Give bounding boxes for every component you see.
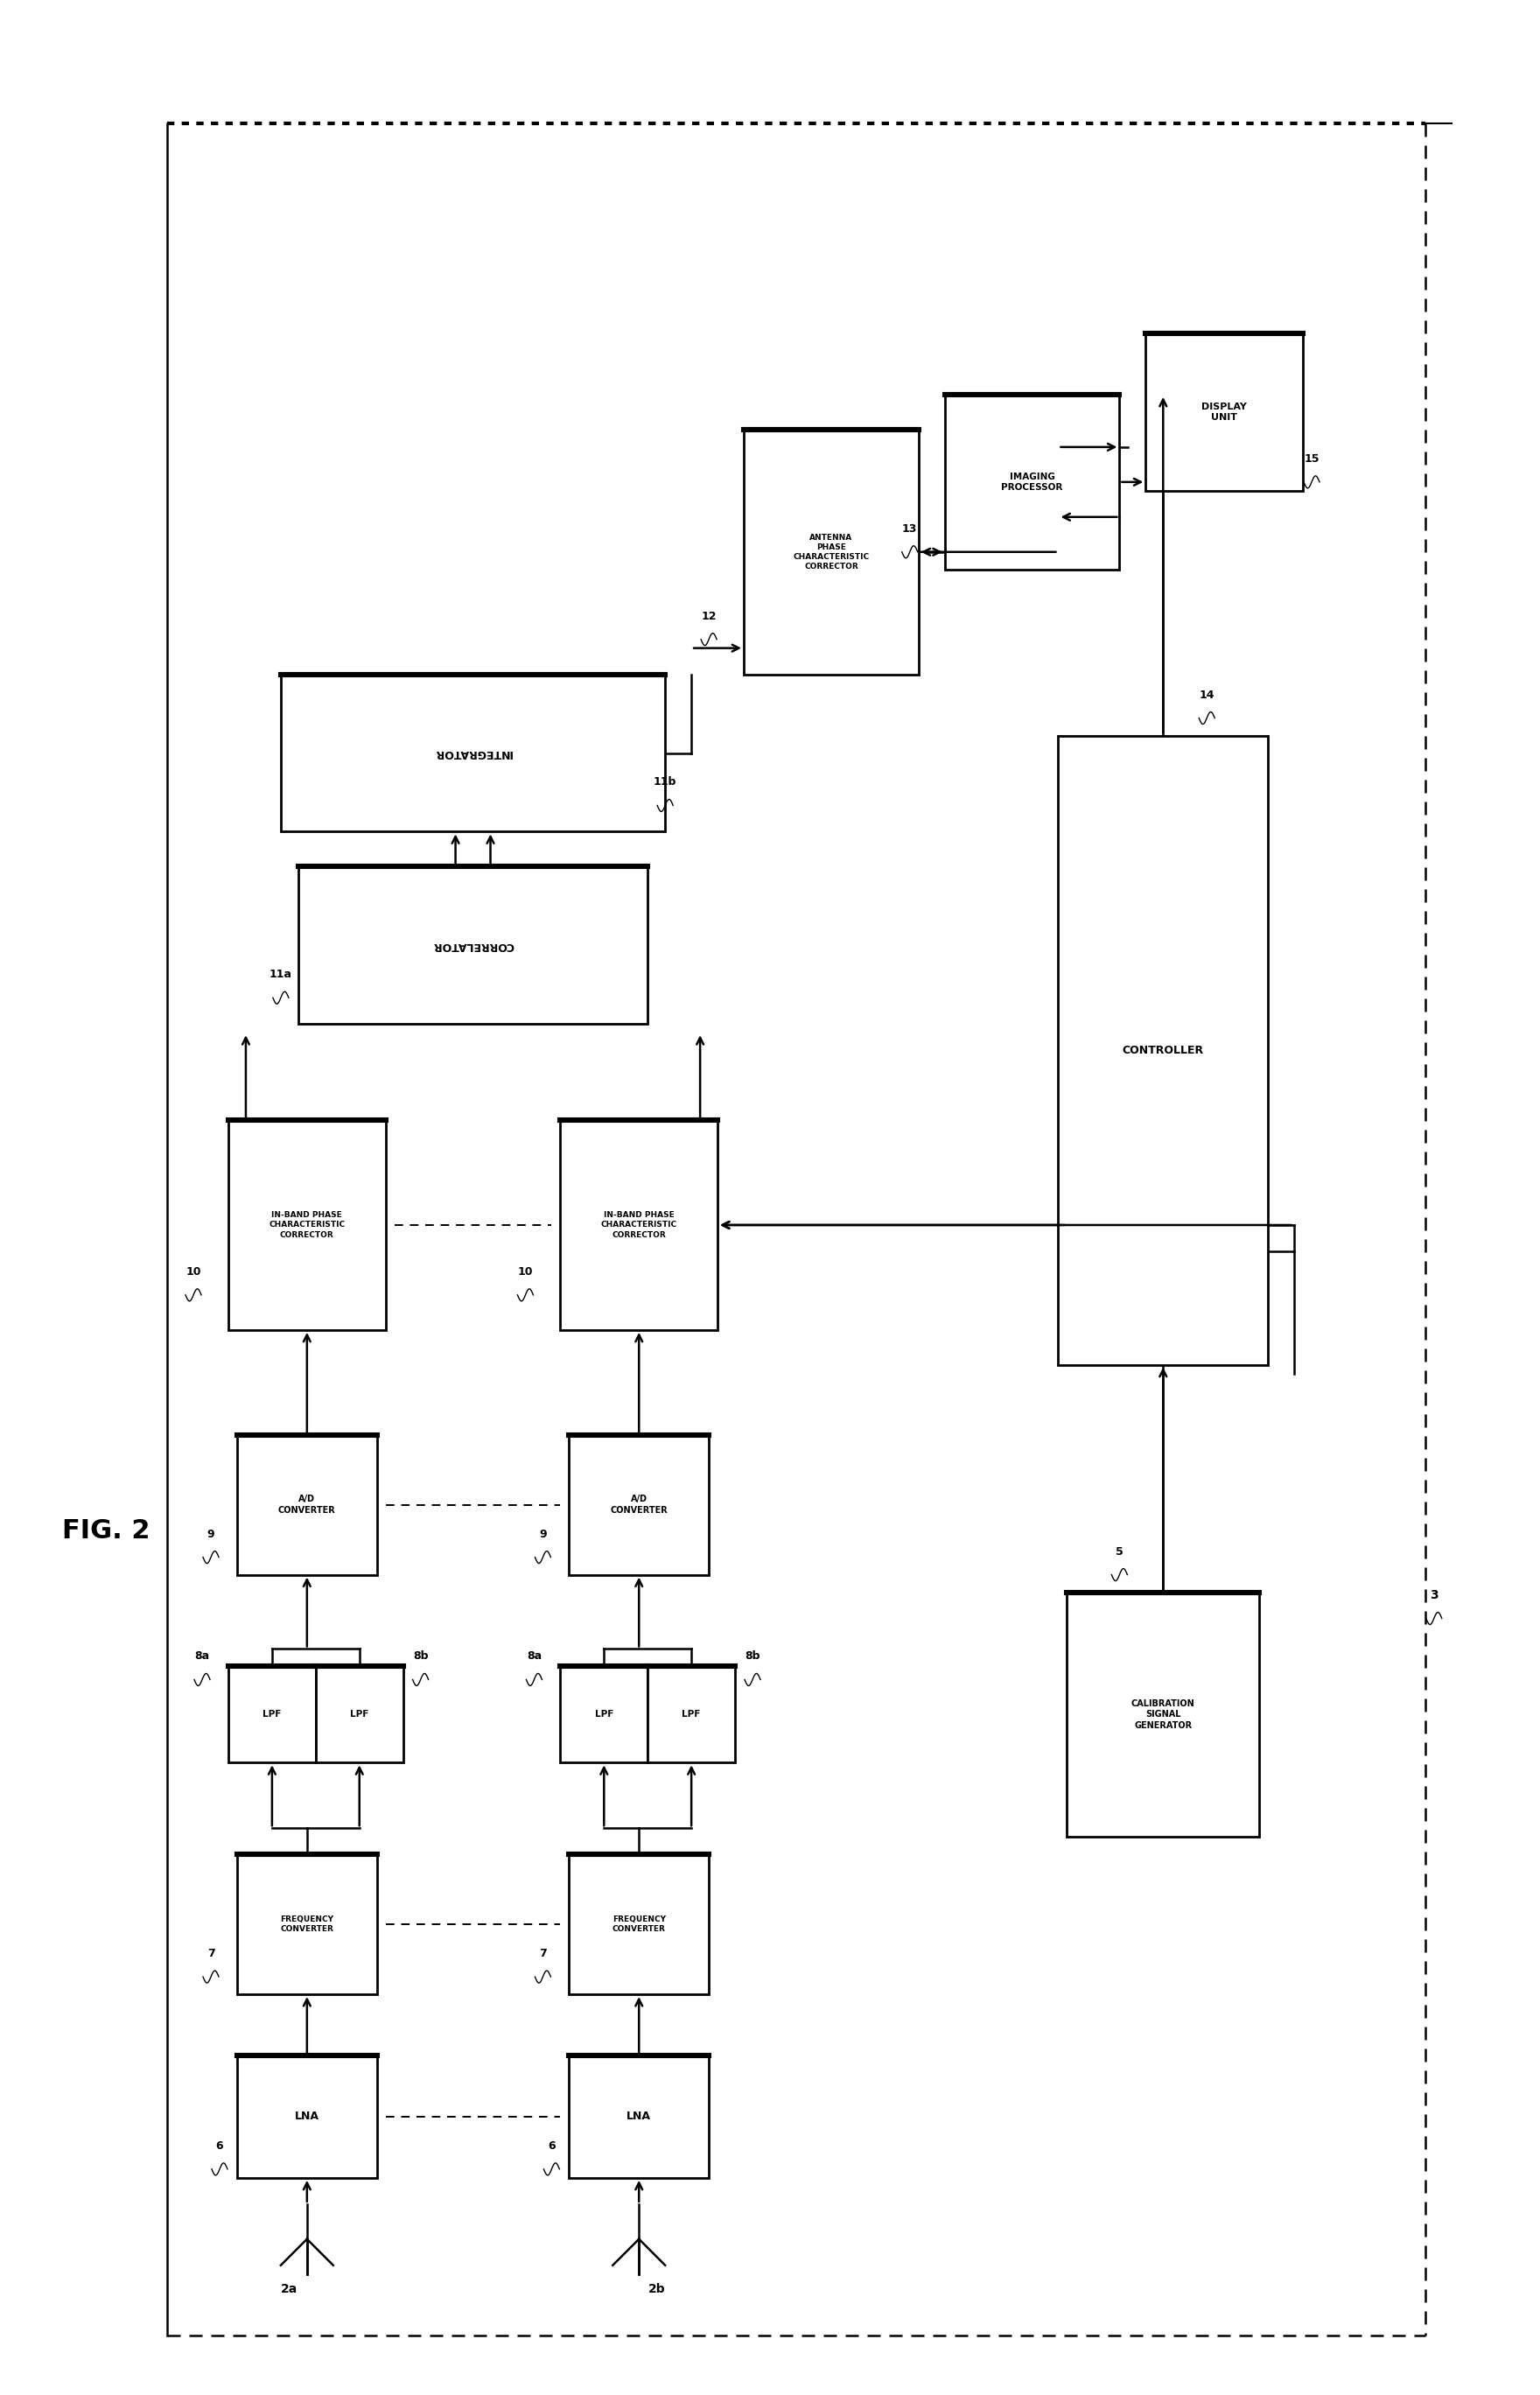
Bar [1058,735,1267,1365]
Bar [570,1854,708,1995]
Bar [316,1667,403,1763]
Text: A/D
CONVERTER: A/D CONVERTER [279,1494,336,1514]
Bar [280,675,665,831]
Text: LPF: LPF [594,1710,613,1720]
Bar [299,867,648,1025]
Text: 9: 9 [539,1528,547,1540]
Text: INTEGRATOR: INTEGRATOR [434,747,513,759]
Text: LPF: LPF [350,1710,368,1720]
Text: IN-BAND PHASE
CHARACTERISTIC
CORRECTOR: IN-BAND PHASE CHARACTERISTIC CORRECTOR [270,1212,345,1238]
Text: IN-BAND PHASE
CHARACTERISTIC
CORRECTOR: IN-BAND PHASE CHARACTERISTIC CORRECTOR [601,1212,678,1238]
Text: 11a: 11a [270,970,293,980]
Bar [237,1854,377,1995]
Text: 7: 7 [206,1947,214,1959]
Bar [648,1667,735,1763]
Text: A/D
CONVERTER: A/D CONVERTER [610,1494,668,1514]
Bar [228,1667,316,1763]
Bar [228,1121,385,1329]
Bar [570,1435,708,1574]
Text: 2a: 2a [282,2282,297,2294]
Bar [561,1667,648,1763]
Text: 10: 10 [517,1267,533,1277]
Text: 8a: 8a [194,1650,209,1662]
Text: CORRELATOR: CORRELATOR [433,939,514,951]
Text: FIG. 2: FIG. 2 [62,1518,151,1545]
Text: 8b: 8b [413,1650,428,1662]
Text: 6: 6 [548,2141,556,2151]
Bar [237,1435,377,1574]
Text: FREQUENCY
CONVERTER: FREQUENCY CONVERTER [613,1916,665,1933]
Bar [944,395,1120,570]
Bar [1146,333,1303,491]
Text: FREQUENCY
CONVERTER: FREQUENCY CONVERTER [280,1916,334,1933]
Bar [570,2055,708,2177]
Text: 13: 13 [902,522,918,534]
Text: 15: 15 [1304,453,1320,465]
Text: 2b: 2b [648,2282,665,2294]
Text: 3: 3 [1429,1588,1438,1600]
Text: 8b: 8b [745,1650,761,1662]
Text: 14: 14 [1200,690,1215,702]
Bar [1067,1593,1260,1837]
Text: 11b: 11b [653,776,676,788]
Text: IMAGING
PROCESSOR: IMAGING PROCESSOR [1001,472,1063,491]
Text: 12: 12 [701,611,716,623]
Text: LPF: LPF [682,1710,701,1720]
Text: CALIBRATION
SIGNAL
GENERATOR: CALIBRATION SIGNAL GENERATOR [1132,1700,1195,1729]
Text: DISPLAY
UNIT: DISPLAY UNIT [1201,402,1247,422]
Bar [561,1121,718,1329]
Text: 5: 5 [1115,1545,1123,1557]
Text: 9: 9 [206,1528,214,1540]
Text: 6: 6 [216,2141,223,2151]
Bar [744,429,918,675]
Text: LPF: LPF [263,1710,282,1720]
Text: 8a: 8a [527,1650,542,1662]
Text: ANTENNA
PHASE
CHARACTERISTIC
CORRECTOR: ANTENNA PHASE CHARACTERISTIC CORRECTOR [793,534,869,570]
Bar [237,2055,377,2177]
Text: LNA: LNA [627,2110,651,2122]
Text: LNA: LNA [294,2110,319,2122]
Text: 10: 10 [186,1267,202,1277]
Text: CONTROLLER: CONTROLLER [1123,1044,1204,1056]
Text: 7: 7 [539,1947,547,1959]
